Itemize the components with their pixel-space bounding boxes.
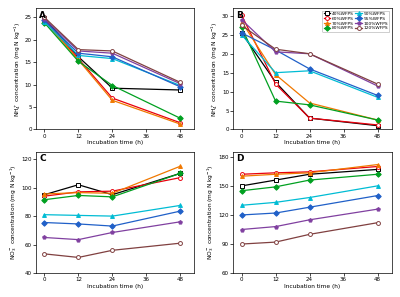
Y-axis label: NO$_3^-$ concentration (mg N kg$^{-1}$): NO$_3^-$ concentration (mg N kg$^{-1}$) — [8, 165, 19, 260]
X-axis label: Incubation time (h): Incubation time (h) — [87, 140, 143, 145]
X-axis label: Incubation time (h): Incubation time (h) — [87, 284, 143, 289]
Y-axis label: NH$_4^+$ concentration (mg N kg$^{-1}$): NH$_4^+$ concentration (mg N kg$^{-1}$) — [209, 21, 220, 116]
Legend: 40%WFPS, 60%WFPS, 70%WFPS, 80%WFPS, 90%WFPS, 95%WFPS, 100%WFPS, 120%WFPS: 40%WFPS, 60%WFPS, 70%WFPS, 80%WFPS, 90%W… — [322, 11, 390, 32]
Y-axis label: NO$_3^-$ concentration (mg N kg$^{-1}$): NO$_3^-$ concentration (mg N kg$^{-1}$) — [206, 165, 216, 260]
Text: D: D — [236, 154, 244, 163]
X-axis label: Incubation time (h): Incubation time (h) — [284, 140, 340, 145]
Text: B: B — [236, 11, 243, 20]
Text: C: C — [39, 154, 46, 163]
X-axis label: Incubation time (h): Incubation time (h) — [284, 284, 340, 289]
Y-axis label: NH$_4^+$ concentration (mg N kg$^{-1}$): NH$_4^+$ concentration (mg N kg$^{-1}$) — [12, 21, 23, 116]
Text: A: A — [39, 11, 46, 20]
